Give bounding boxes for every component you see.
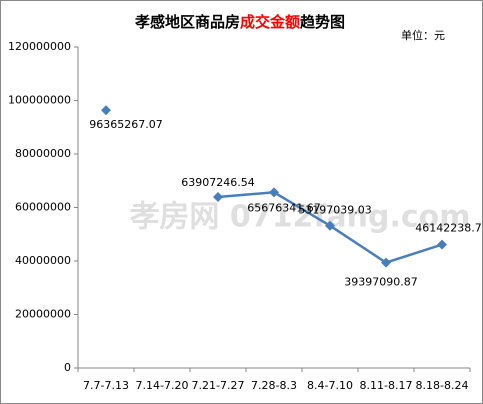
x-tick-label: 7.7-7.13 xyxy=(83,379,129,392)
data-label: 96365267.07 xyxy=(89,118,162,131)
marker xyxy=(213,192,223,203)
title-part: 孝感地区商品房 xyxy=(134,13,240,31)
marker xyxy=(381,257,391,268)
marker xyxy=(437,239,447,250)
x-tick-label: 8.4-7.10 xyxy=(307,379,353,392)
x-tick-label: 8.18-8.24 xyxy=(416,379,469,392)
x-tick-label: 7.14-7.20 xyxy=(136,379,189,392)
y-tick-label: 80000000 xyxy=(15,147,71,160)
y-tick-label: 100000000 xyxy=(8,94,71,107)
data-label: 46142238.77 xyxy=(415,222,483,235)
chart-title: 孝感地区商品房成交金额趋势图 xyxy=(134,13,345,31)
data-label: 39397090.87 xyxy=(344,276,417,289)
data-label: 63907246.54 xyxy=(181,176,254,189)
title-part: 趋势图 xyxy=(300,13,345,31)
marker xyxy=(325,220,335,231)
marker xyxy=(101,105,111,116)
x-tick-label: 8.11-8.17 xyxy=(360,379,413,392)
x-tick-label: 7.21-7.27 xyxy=(192,379,245,392)
y-tick-label: 0 xyxy=(64,361,71,374)
y-tick-label: 20000000 xyxy=(15,308,71,321)
data-label: 53197039.03 xyxy=(298,204,371,217)
title-part: 成交金额 xyxy=(240,13,300,31)
y-tick-label: 120000000 xyxy=(8,40,71,53)
unit-note: 单位：元 xyxy=(401,28,445,42)
x-tick-label: 7.28-8.3 xyxy=(251,379,297,392)
y-tick-label: 40000000 xyxy=(15,254,71,267)
data-label: 65676341.67 xyxy=(247,201,320,214)
watermark: 孝房网 0712fang.com xyxy=(129,200,470,235)
y-tick-label: 60000000 xyxy=(15,201,71,214)
marker xyxy=(269,187,279,198)
